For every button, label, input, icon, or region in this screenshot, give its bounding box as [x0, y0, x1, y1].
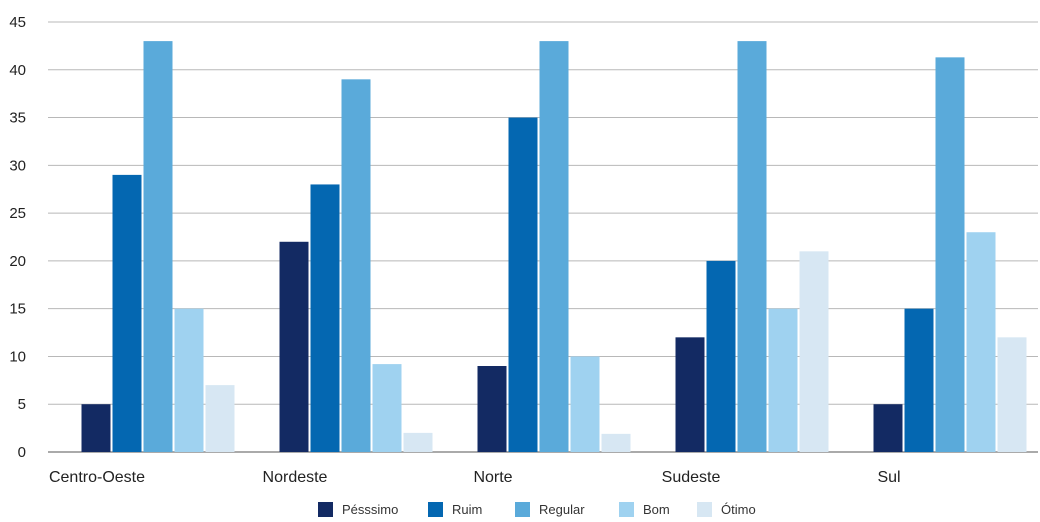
bar-sudeste-1 — [706, 260, 736, 452]
bar-norte-0 — [477, 366, 507, 452]
bar-chart: 0 5 10 15 20 25 30 35 40 45 Centro-Oeste Nordeste N… — [9, 14, 1038, 486]
y-tick-label: 10 — [9, 348, 26, 365]
legend-item: Pésssimo — [318, 502, 398, 517]
bars — [81, 41, 1027, 453]
bar-centro-oeste-4 — [205, 385, 235, 452]
bar-sudeste-3 — [768, 308, 798, 452]
legend-label: Regular — [539, 502, 585, 517]
bar-sudeste-0 — [675, 337, 705, 452]
bar-sul-3 — [966, 232, 996, 452]
y-tick-label: 40 — [9, 62, 26, 79]
bar-nordeste-1 — [310, 184, 340, 452]
bar-sul-2 — [935, 57, 965, 452]
y-tick-label: 25 — [9, 205, 26, 222]
y-tick-label: 5 — [18, 396, 26, 413]
legend-swatch — [619, 502, 634, 517]
legend-swatch — [428, 502, 443, 517]
legend-label: Ruim — [452, 502, 483, 517]
y-tick-label: 0 — [18, 444, 26, 461]
x-axis-categories: Centro-Oeste Nordeste Norte Sudeste Sul — [49, 469, 901, 486]
bar-centro-oeste-3 — [174, 308, 204, 452]
y-tick-label: 15 — [9, 301, 26, 318]
x-category-label: Nordeste — [263, 469, 328, 486]
bar-centro-oeste-0 — [81, 404, 111, 452]
bar-nordeste-2 — [341, 79, 371, 452]
legend-label: Pésssimo — [342, 502, 399, 517]
bar-norte-1 — [508, 117, 538, 453]
legend: Pésssimo Ruim Regular Bom Ótimo — [0, 502, 1040, 522]
y-tick-label: 30 — [9, 157, 26, 174]
bar-norte-4 — [601, 433, 631, 452]
bar-centro-oeste-2 — [143, 41, 173, 452]
bar-sul-4 — [997, 337, 1027, 452]
x-category-label: Sudeste — [662, 469, 721, 486]
bar-sudeste-4 — [799, 251, 829, 452]
legend-swatch — [515, 502, 530, 517]
legend-label: Bom — [643, 502, 670, 517]
bar-sul-0 — [873, 404, 903, 452]
bar-sul-1 — [904, 308, 934, 452]
bar-centro-oeste-1 — [112, 174, 142, 452]
x-category-label: Norte — [473, 469, 512, 486]
bar-nordeste-4 — [403, 432, 433, 452]
x-category-label: Sul — [877, 469, 900, 486]
legend-item: Regular — [515, 502, 585, 517]
legend-label: Ótimo — [721, 502, 756, 517]
y-tick-label: 45 — [9, 14, 26, 31]
legend-swatch — [318, 502, 333, 517]
y-tick-label: 20 — [9, 253, 26, 270]
x-category-label: Centro-Oeste — [49, 469, 145, 486]
bar-sudeste-2 — [737, 41, 767, 452]
bar-norte-3 — [570, 356, 600, 452]
legend-item: Ruim — [428, 502, 482, 517]
y-axis-ticks: 0 5 10 15 20 25 30 35 40 45 — [9, 14, 26, 461]
legend-item: Bom — [619, 502, 670, 517]
bar-nordeste-0 — [279, 241, 309, 452]
legend-item: Ótimo — [697, 502, 756, 517]
legend-swatch — [697, 502, 712, 517]
y-tick-label: 35 — [9, 110, 26, 127]
bar-nordeste-3 — [372, 364, 402, 452]
bar-norte-2 — [539, 41, 569, 452]
